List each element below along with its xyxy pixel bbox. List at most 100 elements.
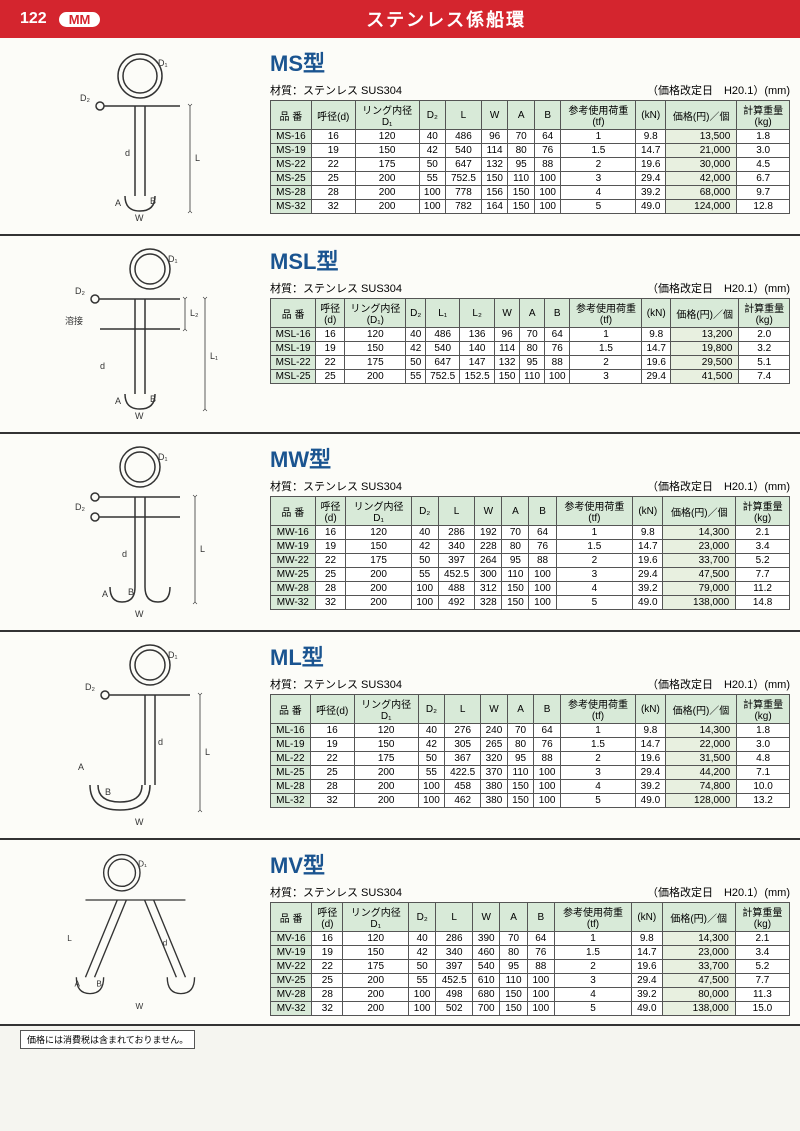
- table-cell: 49.0: [633, 596, 663, 610]
- table-header: B: [529, 497, 556, 526]
- table-cell: 150: [502, 582, 529, 596]
- table-cell: 150: [354, 738, 418, 752]
- table-cell: 100: [544, 370, 569, 384]
- table-cell: 175: [355, 158, 419, 172]
- table-cell: 1: [554, 932, 631, 946]
- table-cell: 320: [481, 752, 508, 766]
- table-cell: 100: [527, 1002, 554, 1016]
- table-header: 価格(円)／個: [670, 299, 738, 328]
- table-cell: 11.2: [736, 582, 790, 596]
- table-cell: MW-25: [271, 568, 316, 582]
- table-cell: 32: [310, 794, 354, 808]
- table-header: (kN): [642, 299, 670, 328]
- table-cell: 100: [418, 794, 445, 808]
- table-cell: 16: [315, 526, 346, 540]
- table-cell: 276: [445, 724, 481, 738]
- svg-text:B: B: [96, 980, 102, 989]
- table-cell: 120: [355, 130, 419, 144]
- table-header: 呼径(d): [311, 101, 355, 130]
- table-header: 呼径(d): [312, 903, 343, 932]
- table-cell: 29.4: [632, 974, 662, 988]
- table-cell: 200: [346, 596, 411, 610]
- table-header: 参考使用荷重(tf): [554, 903, 631, 932]
- table-cell: 200: [354, 766, 418, 780]
- table-cell: 41,500: [670, 370, 738, 384]
- table-cell: ML-32: [271, 794, 311, 808]
- table-cell: 390: [473, 932, 500, 946]
- table-cell: 5.1: [739, 356, 790, 370]
- table-cell: 175: [346, 554, 411, 568]
- table-cell: 3: [556, 568, 633, 582]
- table-cell: 3.0: [737, 144, 790, 158]
- table-cell: 22: [310, 752, 354, 766]
- table-cell: 5: [561, 200, 636, 214]
- table-cell: 14.7: [642, 342, 670, 356]
- table-cell: MW-28: [271, 582, 316, 596]
- svg-text:d: d: [100, 361, 105, 371]
- table-cell: 16: [316, 328, 345, 342]
- svg-text:D₂: D₂: [75, 286, 85, 296]
- table-cell: 452.5: [436, 974, 473, 988]
- table-cell: 25: [310, 766, 354, 780]
- material-label: 材質：ステンレス SUS304: [270, 676, 402, 692]
- table-cell: 458: [445, 780, 481, 794]
- table-header: 品 番: [271, 695, 311, 724]
- table-cell: 7.1: [737, 766, 790, 780]
- table-row: MV-19191504234046080761.514.723,0003.4: [271, 946, 790, 960]
- section-ms: D₁ D₂ ABW L d MS型 材質：ステンレス SUS304 （価格改定日…: [0, 38, 800, 236]
- table-cell: 2.1: [736, 526, 790, 540]
- table-cell: 452.5: [438, 568, 475, 582]
- table-cell: 9.8: [636, 724, 666, 738]
- table-cell: 12.8: [737, 200, 790, 214]
- table-cell: MV-16: [271, 932, 312, 946]
- table-cell: 49.0: [636, 200, 666, 214]
- table-cell: 14.7: [632, 946, 662, 960]
- table-cell: 70: [507, 724, 534, 738]
- table-header: B: [527, 903, 554, 932]
- table-cell: 40: [411, 526, 438, 540]
- table-row: MV-2828200100498680150100439.280,00011.3: [271, 988, 790, 1002]
- table-row: ML-19191504230526580761.514.722,0003.0: [271, 738, 790, 752]
- table-header: A: [500, 903, 527, 932]
- table-cell: 19: [312, 946, 343, 960]
- table-header: L: [446, 101, 482, 130]
- table-cell: 240: [481, 724, 508, 738]
- table-cell: 39.2: [636, 186, 666, 200]
- spec-table: 品 番呼径(d)リング内径(D₁)D₂L₁L₂WAB参考使用荷重(tf)(kN)…: [270, 298, 790, 384]
- table-header: W: [481, 695, 508, 724]
- table-cell: 28: [315, 582, 346, 596]
- table-cell: 150: [500, 988, 527, 1002]
- table-cell: 76: [527, 946, 554, 960]
- table-cell: 29.4: [642, 370, 670, 384]
- table-cell: 40: [418, 724, 445, 738]
- table-header: 価格(円)／個: [665, 695, 736, 724]
- table-cell: 15.0: [735, 1002, 789, 1016]
- table-cell: 29.4: [633, 568, 663, 582]
- table-cell: 7.4: [739, 370, 790, 384]
- svg-text:L₁: L₁: [210, 351, 218, 361]
- type-title: MW型: [270, 442, 790, 474]
- spec-table: 品 番呼径(d)リング内径D₁D₂LWAB参考使用荷重(tf)(kN)価格(円)…: [270, 694, 790, 808]
- table-cell: 120: [346, 526, 411, 540]
- table-cell: MV-25: [271, 974, 312, 988]
- table-cell: 4.8: [737, 752, 790, 766]
- table-cell: 13.2: [737, 794, 790, 808]
- table-cell: 28: [312, 988, 343, 1002]
- table-cell: 70: [508, 130, 535, 144]
- table-cell: 13,200: [670, 328, 738, 342]
- table-cell: 64: [529, 526, 556, 540]
- table-cell: 32: [312, 1002, 343, 1016]
- type-title: ML型: [270, 640, 790, 672]
- table-cell: 136: [460, 328, 494, 342]
- svg-text:W: W: [135, 411, 144, 421]
- table-cell: 29.4: [636, 766, 666, 780]
- table-cell: 462: [445, 794, 481, 808]
- table-cell: 175: [345, 356, 406, 370]
- table-cell: 76: [534, 738, 561, 752]
- table-cell: 5: [556, 596, 633, 610]
- table-cell: 486: [425, 328, 459, 342]
- section-msl: D₁ D₂ 溶接 ABWd L₂ L₁ MSL型 材質：ステンレス SUS304…: [0, 236, 800, 434]
- table-cell: 150: [346, 540, 411, 554]
- svg-text:B: B: [105, 787, 111, 797]
- table-cell: 13,500: [666, 130, 737, 144]
